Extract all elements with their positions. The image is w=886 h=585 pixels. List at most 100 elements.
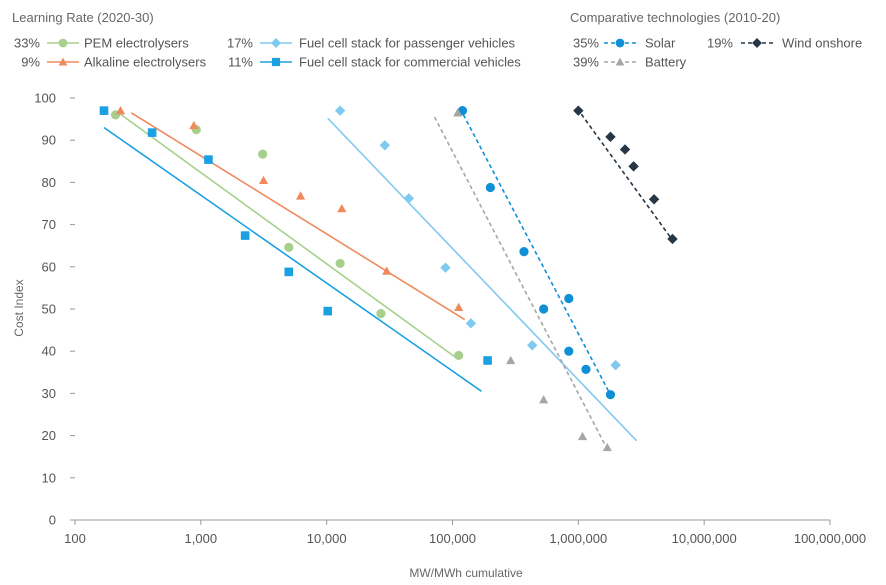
battery-point xyxy=(539,395,549,404)
legend-fuel-cell-stack-for-passenger-vehicles-label: Fuel cell stack for passenger vehicles xyxy=(299,36,516,51)
legend-battery-rate: 39% xyxy=(573,55,599,70)
legend-solar-rate: 35% xyxy=(573,36,599,51)
fuel-cell-stack-for-passenger-vehicles-trend-line xyxy=(327,117,638,442)
wind-onshore-point xyxy=(619,144,631,155)
fuel-cell-stack-for-commercial-vehicles-point xyxy=(240,231,250,240)
fuel-cell-stack-for-commercial-vehicles-trend-line xyxy=(103,126,482,392)
fuel-cell-stack-for-passenger-vehicles-point xyxy=(610,359,621,371)
legend-wind-onshore-label: Wind onshore xyxy=(782,36,862,51)
wind-onshore-point xyxy=(667,233,678,245)
fuel-cell-stack-for-passenger-vehicles-point xyxy=(527,340,538,351)
battery-point xyxy=(577,431,588,441)
battery-point xyxy=(602,442,612,452)
pem-electrolysers-point xyxy=(454,350,464,361)
legend-solar-marker xyxy=(615,38,625,48)
fuel-cell-stack-for-commercial-vehicles-point xyxy=(99,106,109,115)
alkaline-electrolysers-point xyxy=(258,175,269,184)
legend-title-learning-rate: Learning Rate (2020-30) xyxy=(12,10,154,25)
legend-alkaline-electrolysers-marker xyxy=(58,57,68,66)
legend-wind-onshore-rate: 19% xyxy=(707,36,733,51)
wind-onshore-point xyxy=(648,194,660,205)
solar-point xyxy=(605,390,616,400)
solar-trend-line xyxy=(459,108,613,398)
legend-fuel-cell-stack-for-commercial-vehicles-rate: 11% xyxy=(228,55,253,70)
y-tick-label: 50 xyxy=(42,302,56,317)
solar-point xyxy=(581,364,591,374)
legend-wind-onshore-marker xyxy=(752,38,762,48)
legend-title-comparative-technologies: Comparative technologies (2010-20) xyxy=(570,10,780,25)
alkaline-electrolysers-point xyxy=(189,120,199,130)
battery-trend-line xyxy=(433,116,607,447)
fuel-cell-stack-for-passenger-vehicles-point xyxy=(334,105,346,116)
x-tick-label: 1,000 xyxy=(185,531,218,546)
battery-point xyxy=(453,108,463,117)
x-tick-label: 100,000 xyxy=(429,531,476,546)
y-tick-label: 30 xyxy=(42,386,56,401)
legend-battery-marker xyxy=(615,57,625,66)
alkaline-electrolysers-trend-line xyxy=(130,112,466,321)
legend-pem-electrolysers-marker xyxy=(58,38,68,48)
alkaline-electrolysers-point xyxy=(337,203,347,213)
y-tick-label: 70 xyxy=(42,217,56,232)
legend-alkaline-electrolysers-rate: 9% xyxy=(21,55,40,70)
solar-point xyxy=(519,247,529,257)
solar-point xyxy=(564,346,574,356)
wind-onshore-point xyxy=(605,131,616,143)
fuel-cell-stack-for-commercial-vehicles-point xyxy=(204,155,213,164)
y-tick-label: 10 xyxy=(42,470,56,485)
solar-point xyxy=(539,304,549,314)
fuel-cell-stack-for-commercial-vehicles-point xyxy=(483,356,492,365)
legend-alkaline-electrolysers-label: Alkaline electrolysers xyxy=(84,55,207,70)
fuel-cell-stack-for-passenger-vehicles-point xyxy=(403,193,415,204)
battery-point xyxy=(506,355,516,365)
alkaline-electrolysers-point xyxy=(454,302,464,311)
y-tick-label: 40 xyxy=(42,344,56,359)
fuel-cell-stack-for-commercial-vehicles-point xyxy=(284,267,294,277)
y-tick-label: 0 xyxy=(49,513,56,528)
legend-fuel-cell-stack-for-passenger-vehicles-marker xyxy=(271,38,281,48)
legend: Learning Rate (2020-30) Comparative tech… xyxy=(12,10,862,70)
solar-point xyxy=(485,182,495,193)
legend-fuel-cell-stack-for-commercial-vehicles-label: Fuel cell stack for commercial vehicles xyxy=(299,55,521,70)
data-markers xyxy=(99,105,678,452)
fuel-cell-stack-for-commercial-vehicles-point xyxy=(147,128,157,137)
wind-onshore-point xyxy=(573,105,584,116)
alkaline-electrolysers-point xyxy=(382,266,392,275)
wind-onshore-point xyxy=(628,161,639,172)
y-tick-label: 80 xyxy=(42,175,56,190)
solar-point xyxy=(564,293,574,304)
x-axis-label: MW/MWh cumulative xyxy=(409,566,523,580)
y-tick-label: 90 xyxy=(42,133,56,148)
pem-electrolysers-point xyxy=(335,258,345,269)
x-tick-label: 100 xyxy=(64,531,86,546)
pem-electrolysers-point xyxy=(258,149,268,159)
alkaline-electrolysers-point xyxy=(295,191,306,200)
fuel-cell-stack-for-passenger-vehicles-point xyxy=(440,262,451,273)
fuel-cell-stack-for-passenger-vehicles-point xyxy=(465,318,477,329)
pem-electrolysers-point xyxy=(284,242,294,252)
y-tick-label: 60 xyxy=(42,259,56,274)
x-tick-label: 10,000,000 xyxy=(672,531,737,546)
y-tick-label: 20 xyxy=(42,428,56,443)
pem-electrolysers-point xyxy=(376,309,386,319)
x-tick-label: 100,000,000 xyxy=(794,531,866,546)
legend-fuel-cell-stack-for-passenger-vehicles-rate: 17% xyxy=(227,36,253,51)
ticks: 0 10 20 30 40 50 60 70 80 90 100 100 1,000 10,000 100,… xyxy=(34,91,866,547)
fuel-cell-stack-for-commercial-vehicles-point xyxy=(323,306,333,316)
fuel-cell-stack-for-passenger-vehicles-point xyxy=(379,140,391,151)
legend-solar-label: Solar xyxy=(645,36,676,51)
x-tick-label: 1,000,000 xyxy=(549,531,607,546)
x-tick-label: 10,000 xyxy=(307,531,347,546)
legend-pem-electrolysers-label: PEM electrolysers xyxy=(84,36,189,51)
wind-onshore-trend-line xyxy=(576,108,675,242)
pem-electrolysers-trend-line xyxy=(115,110,460,361)
y-tick-label: 100 xyxy=(34,91,56,106)
legend-battery-label: Battery xyxy=(645,55,687,70)
alkaline-electrolysers-point xyxy=(115,106,126,115)
legend-pem-electrolysers-rate: 33% xyxy=(14,36,40,51)
trend-lines xyxy=(103,108,675,447)
legend-fuel-cell-stack-for-commercial-vehicles-marker xyxy=(271,57,281,67)
y-axis-label: Cost Index xyxy=(12,279,26,336)
